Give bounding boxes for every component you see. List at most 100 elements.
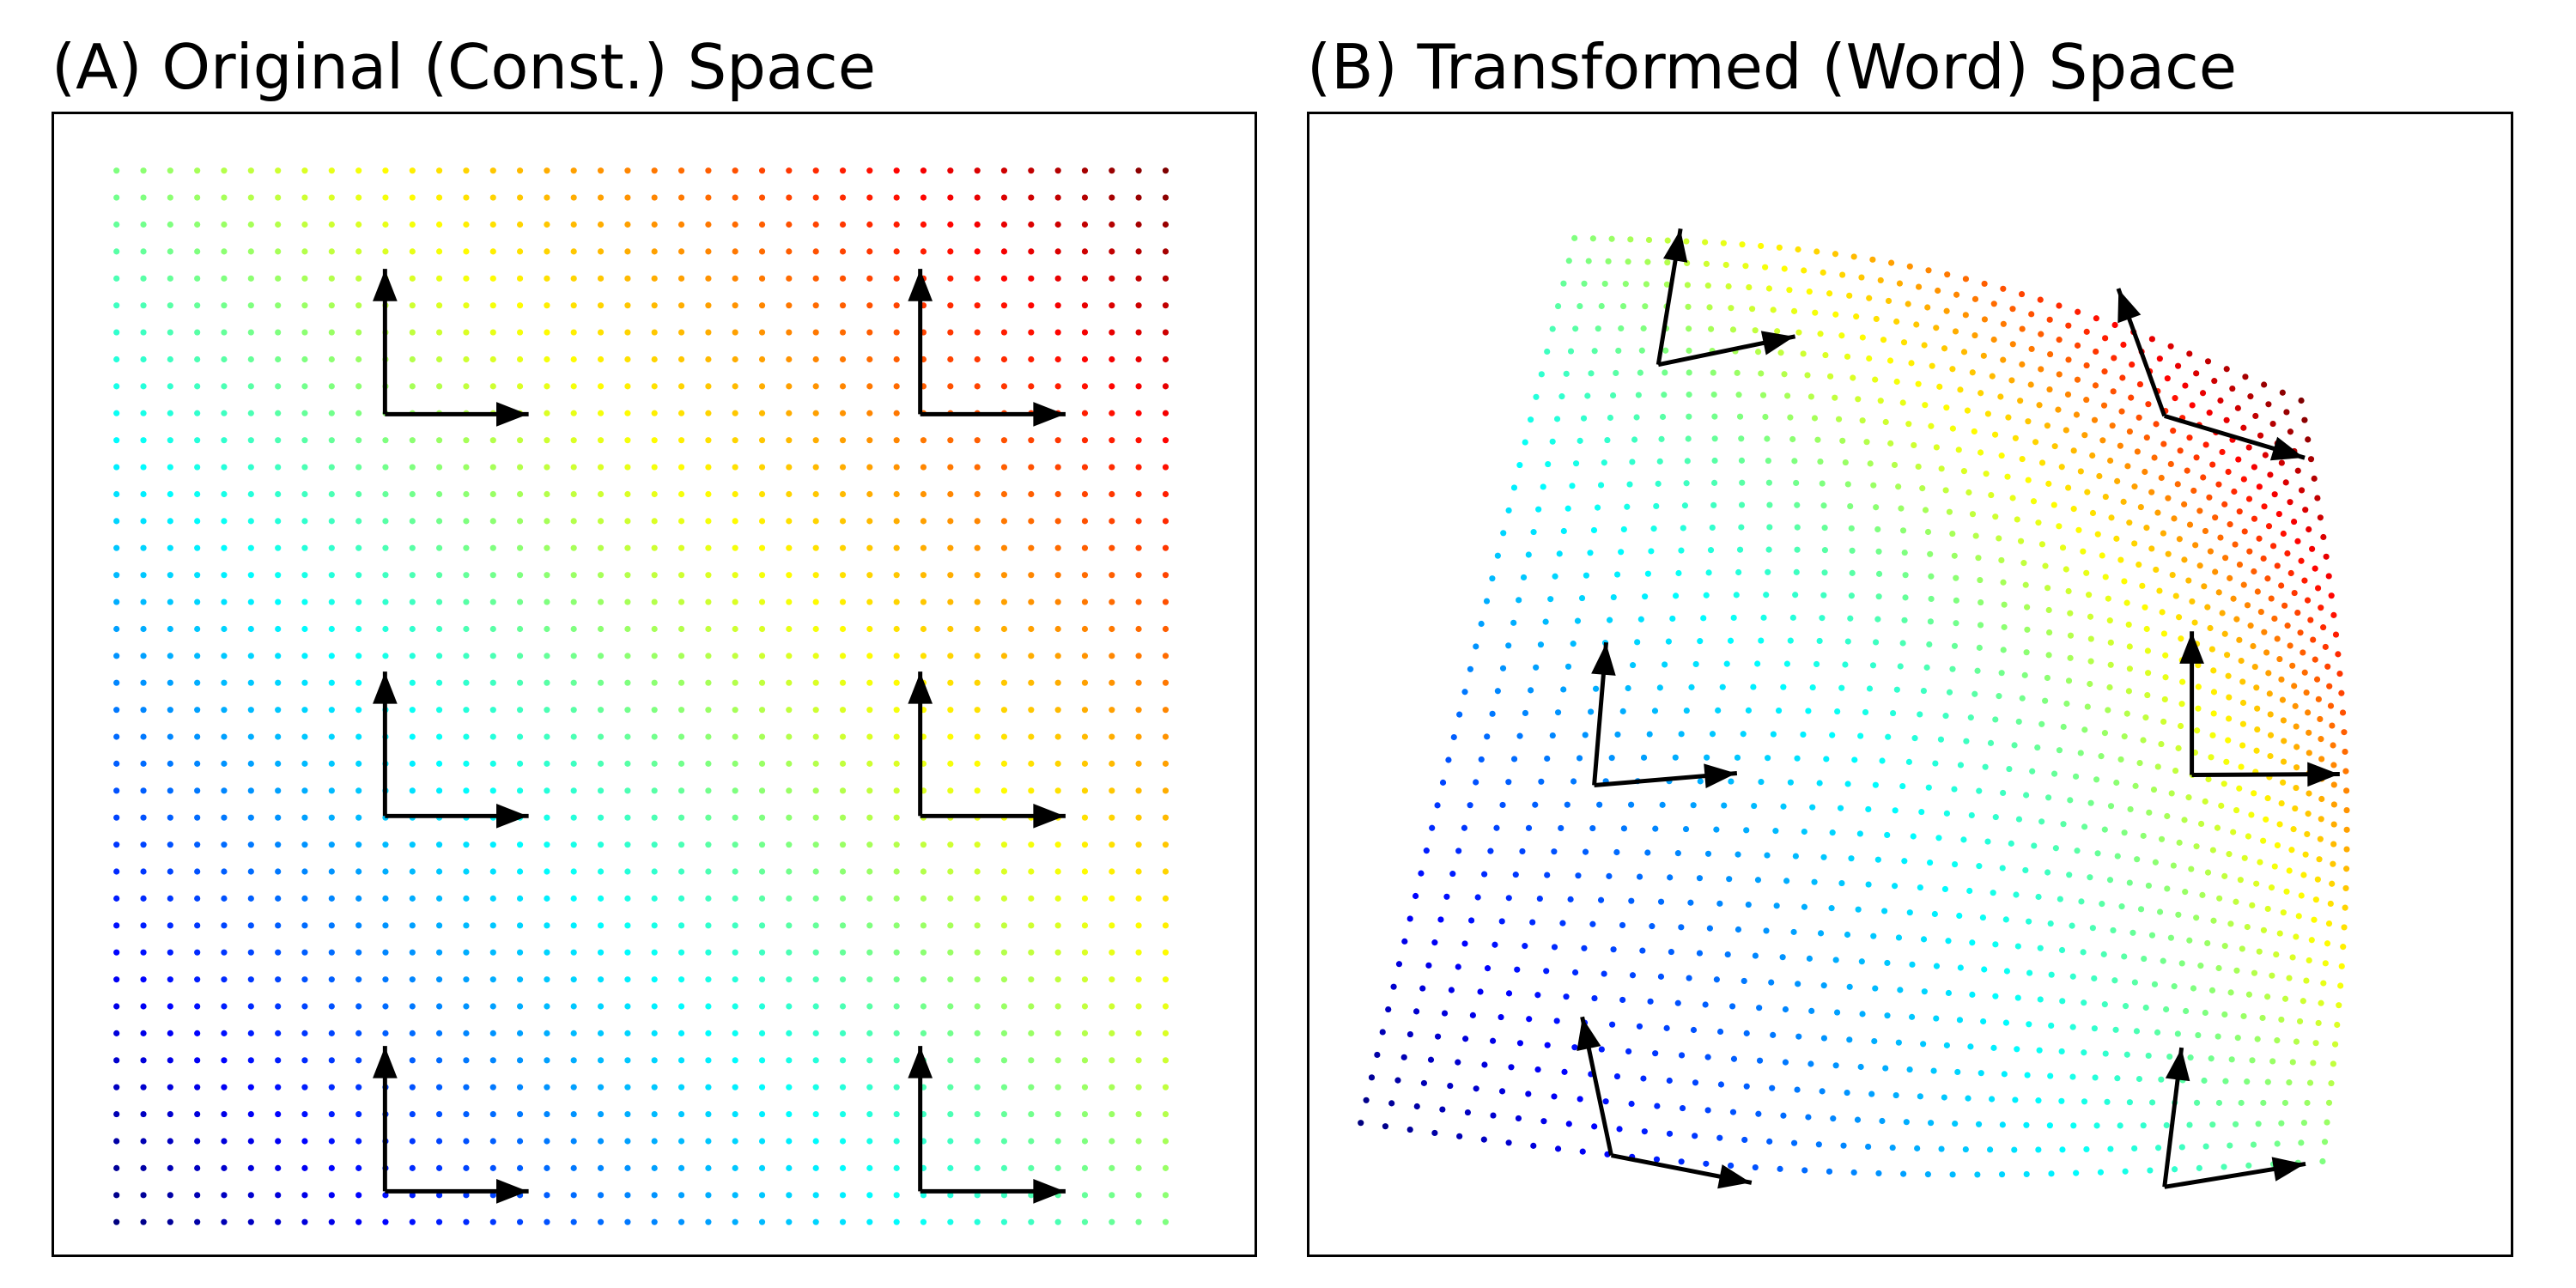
grid-point bbox=[1000, 490, 1008, 498]
grid-point bbox=[2073, 1170, 2080, 1176]
grid-point bbox=[597, 598, 605, 605]
grid-point bbox=[1028, 679, 1035, 686]
grid-point bbox=[1109, 1003, 1115, 1010]
grid-point bbox=[2126, 643, 2133, 650]
grid-point bbox=[140, 787, 147, 794]
grid-point bbox=[570, 733, 577, 740]
grid-point bbox=[1703, 260, 1710, 267]
grid-point bbox=[893, 653, 900, 659]
grid-point bbox=[301, 1218, 308, 1225]
grid-point bbox=[435, 1218, 443, 1225]
grid-point bbox=[1752, 327, 1759, 334]
grid-point bbox=[1765, 457, 1771, 465]
grid-point bbox=[2226, 715, 2233, 722]
grid-point bbox=[1971, 690, 1978, 697]
grid-point bbox=[812, 841, 819, 848]
grid-point bbox=[1704, 850, 1712, 857]
grid-point bbox=[1846, 1036, 1853, 1043]
grid-point bbox=[328, 949, 335, 956]
grid-point bbox=[1996, 535, 2002, 542]
grid-point bbox=[1880, 337, 1887, 343]
grid-point bbox=[516, 194, 524, 201]
grid-point bbox=[1741, 977, 1747, 985]
grid-point bbox=[463, 194, 470, 201]
y-axis-arrow bbox=[2162, 1047, 2190, 1188]
grid-point bbox=[2129, 929, 2136, 936]
grid-point bbox=[839, 1218, 847, 1225]
grid-point bbox=[489, 518, 496, 525]
grid-point bbox=[1109, 814, 1115, 821]
grid-point bbox=[328, 572, 335, 579]
grid-point bbox=[1544, 755, 1551, 762]
grid-point bbox=[2265, 670, 2272, 677]
grid-point bbox=[2151, 454, 2158, 461]
grid-point bbox=[247, 653, 254, 659]
grid-point bbox=[489, 1110, 496, 1118]
grid-point bbox=[570, 490, 577, 498]
grid-point bbox=[1765, 479, 1772, 486]
grid-point bbox=[1054, 248, 1061, 255]
grid-point bbox=[597, 1192, 605, 1199]
grid-point bbox=[866, 949, 873, 956]
grid-point bbox=[2100, 951, 2107, 957]
grid-point bbox=[812, 194, 819, 201]
grid-point bbox=[1000, 437, 1008, 444]
grid-point bbox=[1755, 1110, 1762, 1117]
grid-point bbox=[786, 895, 793, 902]
grid-point bbox=[1081, 1164, 1089, 1171]
grid-point bbox=[1956, 912, 1963, 920]
grid-point bbox=[732, 949, 738, 956]
grid-point bbox=[2300, 998, 2306, 1005]
grid-point bbox=[2231, 488, 2238, 495]
grid-point bbox=[516, 1057, 524, 1064]
grid-point bbox=[1819, 480, 1826, 487]
grid-point bbox=[355, 1003, 362, 1010]
grid-point bbox=[1705, 569, 1712, 576]
grid-point bbox=[167, 653, 173, 659]
grid-point bbox=[1807, 393, 1814, 400]
grid-point bbox=[2330, 860, 2336, 867]
grid-point bbox=[947, 598, 954, 605]
grid-point bbox=[140, 410, 147, 416]
grid-point bbox=[1928, 595, 1935, 603]
grid-point bbox=[221, 464, 228, 471]
grid-point bbox=[1726, 876, 1733, 883]
grid-point bbox=[409, 949, 416, 956]
grid-point bbox=[974, 544, 981, 551]
grid-point bbox=[1619, 921, 1626, 929]
grid-point bbox=[2015, 718, 2022, 725]
grid-point bbox=[247, 518, 254, 525]
grid-point bbox=[463, 464, 470, 471]
grid-point bbox=[1628, 897, 1635, 904]
grid-point bbox=[1413, 1008, 1420, 1015]
grid-point bbox=[167, 760, 173, 767]
grid-point bbox=[2045, 606, 2052, 614]
grid-point bbox=[1949, 665, 1956, 672]
grid-point bbox=[435, 787, 443, 794]
grid-point bbox=[570, 464, 577, 471]
grid-point bbox=[2042, 697, 2049, 704]
grid-point bbox=[1505, 990, 1513, 997]
grid-point bbox=[677, 329, 685, 336]
grid-point bbox=[2023, 792, 2030, 799]
grid-point bbox=[1530, 1142, 1537, 1149]
grid-point bbox=[624, 1057, 631, 1064]
grid-point bbox=[705, 895, 712, 902]
grid-point bbox=[974, 464, 981, 471]
grid-point bbox=[1054, 490, 1061, 498]
local-frame-axes bbox=[908, 1046, 1066, 1204]
grid-point bbox=[2217, 397, 2224, 404]
grid-point bbox=[1000, 221, 1008, 228]
grid-point bbox=[2193, 370, 2200, 377]
grid-point bbox=[2210, 667, 2217, 674]
grid-point bbox=[1727, 637, 1735, 644]
grid-point bbox=[786, 868, 793, 875]
grid-point bbox=[705, 733, 712, 740]
grid-point bbox=[2131, 979, 2138, 986]
grid-point bbox=[1081, 275, 1089, 282]
grid-point bbox=[651, 355, 658, 363]
grid-point bbox=[1895, 1039, 1902, 1046]
grid-point bbox=[2190, 487, 2197, 495]
grid-point bbox=[1998, 670, 2005, 677]
grid-point bbox=[1853, 313, 1860, 320]
